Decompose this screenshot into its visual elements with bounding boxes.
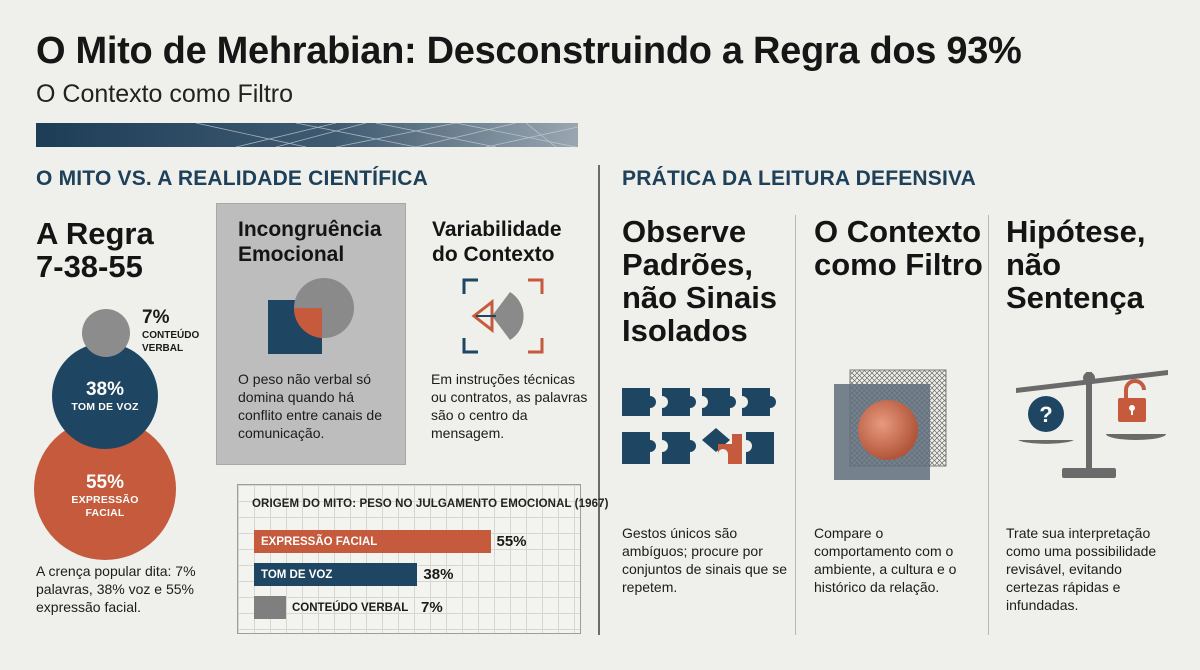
variability-text: Em instruções técnicas ou contratos, as … <box>431 371 588 441</box>
bar-category-label: EXPRESSÃO FACIAL <box>261 535 378 548</box>
col2-title: O Contexto como Filtro <box>814 214 983 282</box>
col1-text: Gestos únicos são ambíguos; procure por … <box>622 525 787 595</box>
verbal-pct: 7% <box>142 307 170 328</box>
focus-frame-icon <box>462 278 544 354</box>
filter-layers-icon <box>834 369 947 480</box>
svg-text:?: ? <box>1039 402 1052 427</box>
circle-tone: 38% TOM DE VOZ <box>52 343 158 449</box>
verbal-label1: CONTEÚDO <box>142 330 200 341</box>
origin-chart: ORIGEM DO MITO: PESO NO JULGAMENTO EMOCI… <box>237 484 608 634</box>
circle-tone-label: TOM DE VOZ <box>71 400 139 413</box>
circle-facial-label2: FACIAL <box>85 507 125 519</box>
bar-category-label: CONTEÚDO VERBAL <box>292 601 409 614</box>
bar-facial: EXPRESSÃO FACIAL <box>254 530 491 553</box>
bar-category-label: TOM DE VOZ <box>261 568 333 581</box>
incongruence-title: Incongruência Emocional <box>238 218 382 266</box>
section-heading-practice: PRÁTICA DA LEITURA DEFENSIVA <box>622 167 977 190</box>
col1-title: Observe Padrões, não Sinais Isolados <box>622 214 778 348</box>
rule-caption: A crença popular dita: 7% palavras, 38% … <box>36 563 196 615</box>
circle-tone-pct: 38% <box>85 378 125 400</box>
circle-facial-label1: EXPRESSÃO <box>71 494 139 506</box>
bar-value-label: 38% <box>423 566 454 583</box>
verbal-label2: VERBAL <box>142 343 184 354</box>
rule-title: A Regra 7-38-55 <box>36 217 154 283</box>
balance-scale-icon: ? <box>1016 370 1168 478</box>
overlapping-square-circle-icon <box>268 278 354 354</box>
variability-title: Variabilidade do Contexto <box>432 218 562 266</box>
column-divider-1 <box>795 215 796 635</box>
geometric-banner-icon <box>36 123 578 147</box>
circle-verbal <box>82 309 130 357</box>
col3-title: Hipótese, não Sentença <box>1006 214 1146 315</box>
rule-title-line2: 7-38-55 <box>36 249 143 284</box>
bar-verbal: CONTEÚDO VERBAL <box>254 596 408 619</box>
section-heading-myth: O MITO VS. A REALIDADE CIENTÍFICA <box>36 167 429 190</box>
col3-text: Trate sua interpretação como uma possibi… <box>1006 525 1157 613</box>
bar-value-label: 7% <box>421 599 443 616</box>
bar-tone: TOM DE VOZ <box>254 563 418 586</box>
page-subtitle: O Contexto como Filtro <box>36 80 294 108</box>
incongruence-text: O peso não verbal só domina quando há co… <box>238 371 382 441</box>
page-title: O Mito de Mehrabian: Desconstruindo a Re… <box>36 30 1022 72</box>
verbal-callout: 7% CONTEÚDO VERBAL <box>142 307 199 355</box>
section-divider <box>598 165 600 635</box>
column-divider-2 <box>988 215 989 635</box>
circle-facial-pct: 55% <box>85 472 125 493</box>
puzzle-pieces-icon <box>622 388 776 464</box>
chart-title: ORIGEM DO MITO: PESO NO JULGAMENTO EMOCI… <box>252 498 609 510</box>
col2-text: Compare o comportamento com o ambiente, … <box>814 525 957 595</box>
rule-title-line1: A Regra <box>36 216 154 251</box>
bar-value-label: 55% <box>496 533 527 550</box>
